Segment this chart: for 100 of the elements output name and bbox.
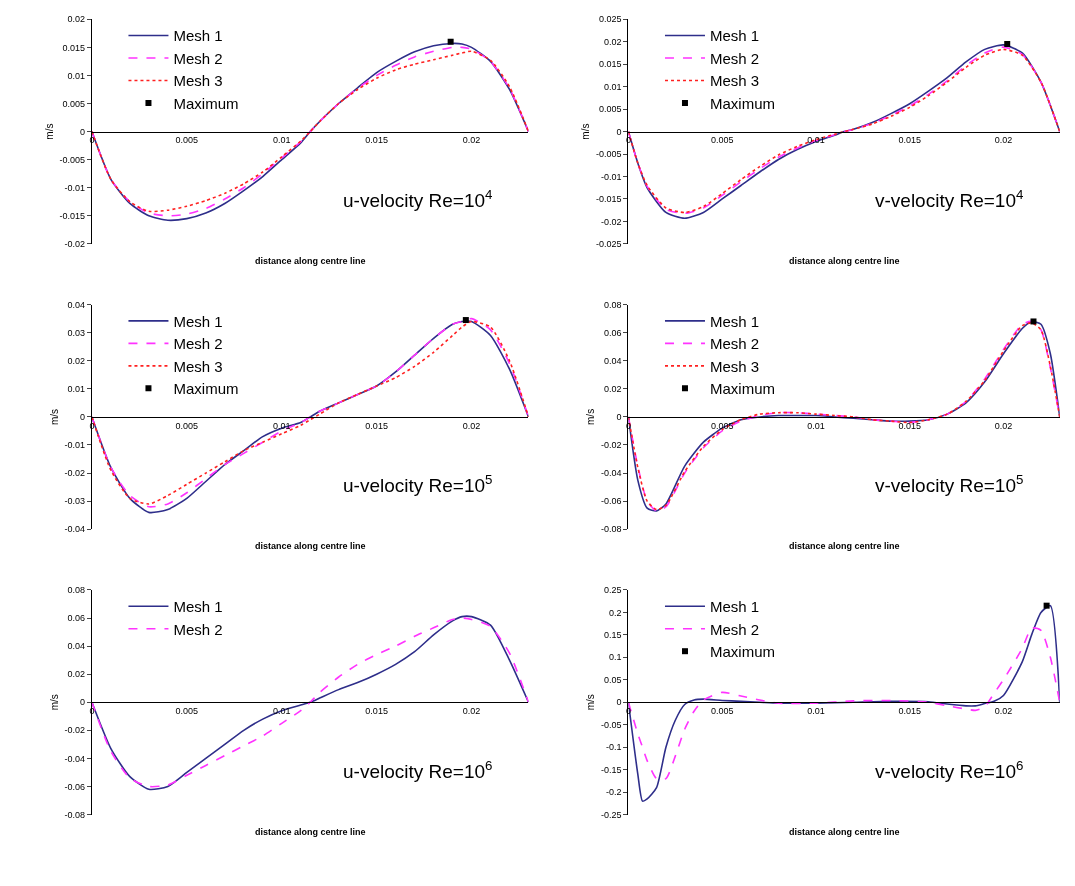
- y-tick-label: 0.2: [609, 607, 622, 618]
- y-tick-label: 0.06: [67, 613, 86, 624]
- legend-label: Mesh 1: [709, 27, 760, 45]
- legend-label: Mesh 1: [173, 312, 223, 330]
- legend-label: Mesh 1: [173, 27, 223, 45]
- y-tick-label: -0.005: [59, 154, 86, 165]
- y-tick-label: 0.02: [67, 669, 86, 680]
- y-tick-label: 0: [80, 697, 86, 708]
- y-tick-label: 0: [80, 412, 86, 423]
- legend-label: Mesh 2: [709, 620, 760, 638]
- y-tick-label: -0.06: [601, 496, 622, 507]
- y-tick-label: 0.15: [604, 630, 622, 641]
- y-tick-label: 0.02: [604, 36, 622, 47]
- x-axis-title: distance along centre line: [255, 256, 366, 266]
- legend-label: Mesh 1: [709, 312, 760, 330]
- y-axis-title: m/s: [48, 694, 60, 711]
- text: v-velocity Re=10$^{5}$: [875, 472, 1024, 496]
- y-tick-label: 0.03: [67, 327, 86, 338]
- legend-label: Mesh 3: [709, 357, 760, 375]
- legend-label: Mesh 3: [173, 72, 223, 90]
- x-tick-label: 0.005: [175, 420, 199, 431]
- y-tick-label: -0.01: [601, 171, 622, 182]
- y-tick-label: 0.06: [604, 327, 622, 338]
- y-axis-title: m/s: [580, 123, 592, 140]
- legend-label: Mesh 2: [709, 335, 760, 353]
- y-tick-label: -0.015: [596, 194, 622, 205]
- x-tick-label: 0.015: [898, 135, 921, 146]
- y-tick-label: 0.04: [604, 355, 622, 366]
- y-tick-label: -0.05: [601, 719, 622, 730]
- x-tick-label: 0.005: [175, 706, 199, 717]
- text: u-velocity Re=10$^{5}$: [343, 472, 493, 496]
- y-tick-label: 0: [616, 126, 622, 137]
- y-tick-label: -0.015: [59, 210, 86, 221]
- legend-label: Mesh 2: [173, 335, 223, 353]
- x-tick-label: 0.005: [175, 135, 199, 146]
- y-tick-label: -0.1: [606, 742, 622, 753]
- x-tick-label: 0.01: [272, 135, 291, 146]
- y-tick-label: -0.02: [64, 468, 86, 479]
- legend-label: Maximum: [173, 94, 239, 112]
- y-axis-title: m/s: [585, 694, 597, 711]
- x-tick-label: 0.01: [807, 706, 825, 717]
- legend-label: Mesh 3: [173, 357, 223, 375]
- y-tick-label: 0: [616, 697, 622, 708]
- y-tick-label: 0.005: [599, 104, 622, 115]
- legend-label: Mesh 3: [709, 72, 760, 90]
- x-tick-label: 0.02: [462, 420, 481, 431]
- y-axis-title: m/s: [585, 408, 597, 425]
- y-tick-label: -0.08: [601, 524, 622, 535]
- x-tick-label: 0.015: [898, 420, 921, 431]
- x-axis-title: distance along centre line: [789, 541, 900, 551]
- legend-label: Mesh 1: [709, 598, 760, 616]
- y-tick-label: 0.02: [604, 383, 622, 394]
- y-tick-label: 0.08: [604, 299, 622, 310]
- x-tick-label: 0.015: [365, 706, 388, 717]
- text: u-velocity Re=10$^{6}$: [343, 758, 493, 782]
- legend-label: Maximum: [709, 94, 775, 112]
- y-tick-label: 0.01: [67, 383, 86, 394]
- y-tick-label: 0.25: [604, 585, 622, 596]
- y-tick-label: 0.015: [62, 42, 86, 53]
- y-tick-label: 0: [616, 412, 622, 423]
- x-tick-label: 0.02: [994, 135, 1013, 146]
- x-tick-label: 0.02: [994, 706, 1013, 717]
- y-tick-label: -0.025: [596, 239, 622, 250]
- y-tick-label: 0.01: [67, 70, 86, 81]
- x-tick-label: 0.005: [710, 706, 734, 717]
- y-tick-label: 0: [80, 126, 86, 137]
- y-tick-label: -0.08: [64, 809, 86, 820]
- y-tick-label: -0.02: [64, 725, 86, 736]
- y-axis-title: m/s: [43, 123, 55, 140]
- y-tick-label: 0.04: [67, 299, 86, 310]
- legend-label: Maximum: [709, 380, 775, 398]
- y-tick-label: 0.02: [67, 14, 86, 25]
- x-tick-label: 0.02: [462, 706, 481, 717]
- y-tick-label: -0.02: [601, 440, 622, 451]
- x-axis-title: distance along centre line: [255, 827, 366, 837]
- x-axis-title: distance along centre line: [255, 541, 366, 551]
- y-tick-label: -0.005: [596, 149, 622, 160]
- y-tick-label: -0.25: [601, 809, 622, 820]
- text: v-velocity Re=10$^{6}$: [875, 758, 1024, 782]
- legend-label: Mesh 2: [173, 49, 223, 67]
- y-tick-label: 0.01: [604, 81, 622, 92]
- y-tick-label: -0.04: [64, 524, 86, 535]
- y-tick-label: -0.04: [64, 753, 86, 764]
- x-tick-label: 0.02: [994, 420, 1013, 431]
- text: u-velocity Re=10$^{4}$: [343, 187, 493, 211]
- y-tick-label: -0.01: [64, 440, 86, 451]
- y-tick-label: 0.05: [604, 674, 622, 685]
- x-axis-title: distance along centre line: [789, 256, 900, 266]
- y-tick-label: 0.1: [609, 652, 622, 663]
- legend-label: Mesh 2: [173, 620, 223, 638]
- y-tick-label: -0.06: [64, 781, 86, 792]
- x-tick-label: 0.015: [898, 706, 921, 717]
- y-axis-title: m/s: [48, 408, 60, 425]
- y-tick-label: -0.03: [64, 496, 86, 507]
- x-tick-label: 0.01: [807, 420, 825, 431]
- y-tick-label: -0.01: [64, 182, 86, 193]
- legend-label: Mesh 1: [173, 598, 223, 616]
- y-tick-label: -0.02: [601, 216, 622, 227]
- legend-label: Mesh 2: [709, 49, 760, 67]
- y-tick-label: 0.04: [67, 641, 86, 652]
